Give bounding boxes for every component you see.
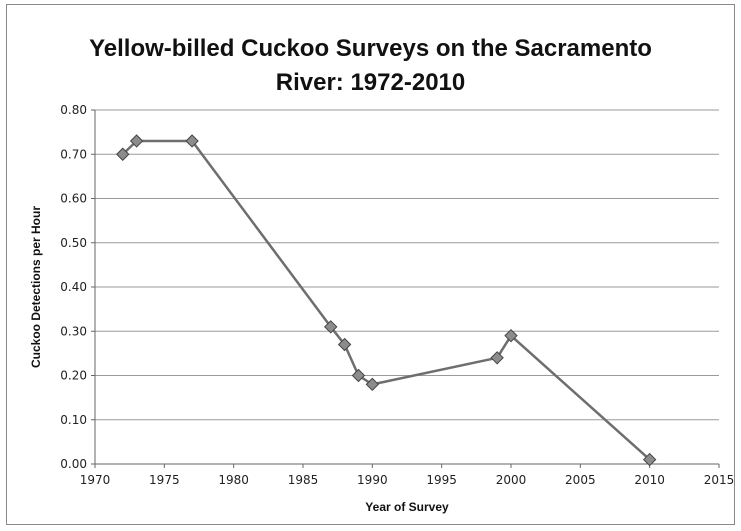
y-tick-label: 0.80 bbox=[60, 103, 87, 117]
data-point-marker bbox=[129, 134, 144, 148]
chart-title-line-1: Yellow-billed Cuckoo Surveys on the Sacr… bbox=[89, 35, 652, 62]
x-tick-label: 1980 bbox=[218, 473, 249, 487]
x-tick-label: 1970 bbox=[80, 473, 111, 487]
data-point-marker bbox=[365, 377, 380, 392]
tick-labels: 0.00 0.10 0.20 0.30 0.40 0.50 0.60 0.70 0.80 1970… bbox=[60, 103, 734, 487]
x-tick-label: 1975 bbox=[149, 473, 180, 487]
axes bbox=[91, 109, 720, 468]
x-tick-label: 2015 bbox=[704, 473, 735, 487]
x-tick-label: 1985 bbox=[288, 473, 319, 487]
x-axis-label: Year of Survey bbox=[365, 500, 449, 514]
data-point-marker bbox=[324, 320, 338, 334]
x-tick-label: 2005 bbox=[565, 473, 596, 487]
x-tick-label: 1990 bbox=[357, 473, 388, 487]
x-tick-label: 1995 bbox=[426, 473, 457, 487]
series-group bbox=[116, 134, 657, 467]
data-point-marker bbox=[490, 351, 504, 365]
chart-title: Yellow-billed Cuckoo Surveys on the Sacr… bbox=[0, 32, 741, 100]
y-tick-label: 0.00 bbox=[60, 457, 87, 471]
data-point-marker bbox=[337, 337, 352, 352]
x-tick-label: 2010 bbox=[634, 473, 665, 487]
y-axis-label: Cuckoo Detections per Hour bbox=[29, 206, 43, 368]
x-tick-label: 2000 bbox=[496, 473, 527, 487]
chart-frame bbox=[6, 4, 735, 525]
y-tick-label: 0.70 bbox=[60, 147, 87, 161]
y-tick-label: 0.30 bbox=[60, 324, 87, 338]
y-tick-label: 0.40 bbox=[60, 280, 87, 294]
data-point-marker bbox=[351, 368, 366, 383]
y-tick-label: 0.20 bbox=[60, 369, 87, 383]
y-tick-label: 0.10 bbox=[60, 413, 87, 427]
gridlines bbox=[95, 109, 719, 421]
data-point-marker bbox=[185, 134, 199, 148]
data-point-marker bbox=[504, 328, 518, 343]
data-point-marker bbox=[116, 147, 130, 161]
data-point-marker bbox=[642, 452, 657, 467]
series-line bbox=[121, 139, 651, 461]
y-tick-label: 0.50 bbox=[60, 236, 87, 250]
chart-title-line-2: River: 1972-2010 bbox=[275, 69, 466, 96]
y-tick-label: 0.60 bbox=[60, 192, 87, 206]
